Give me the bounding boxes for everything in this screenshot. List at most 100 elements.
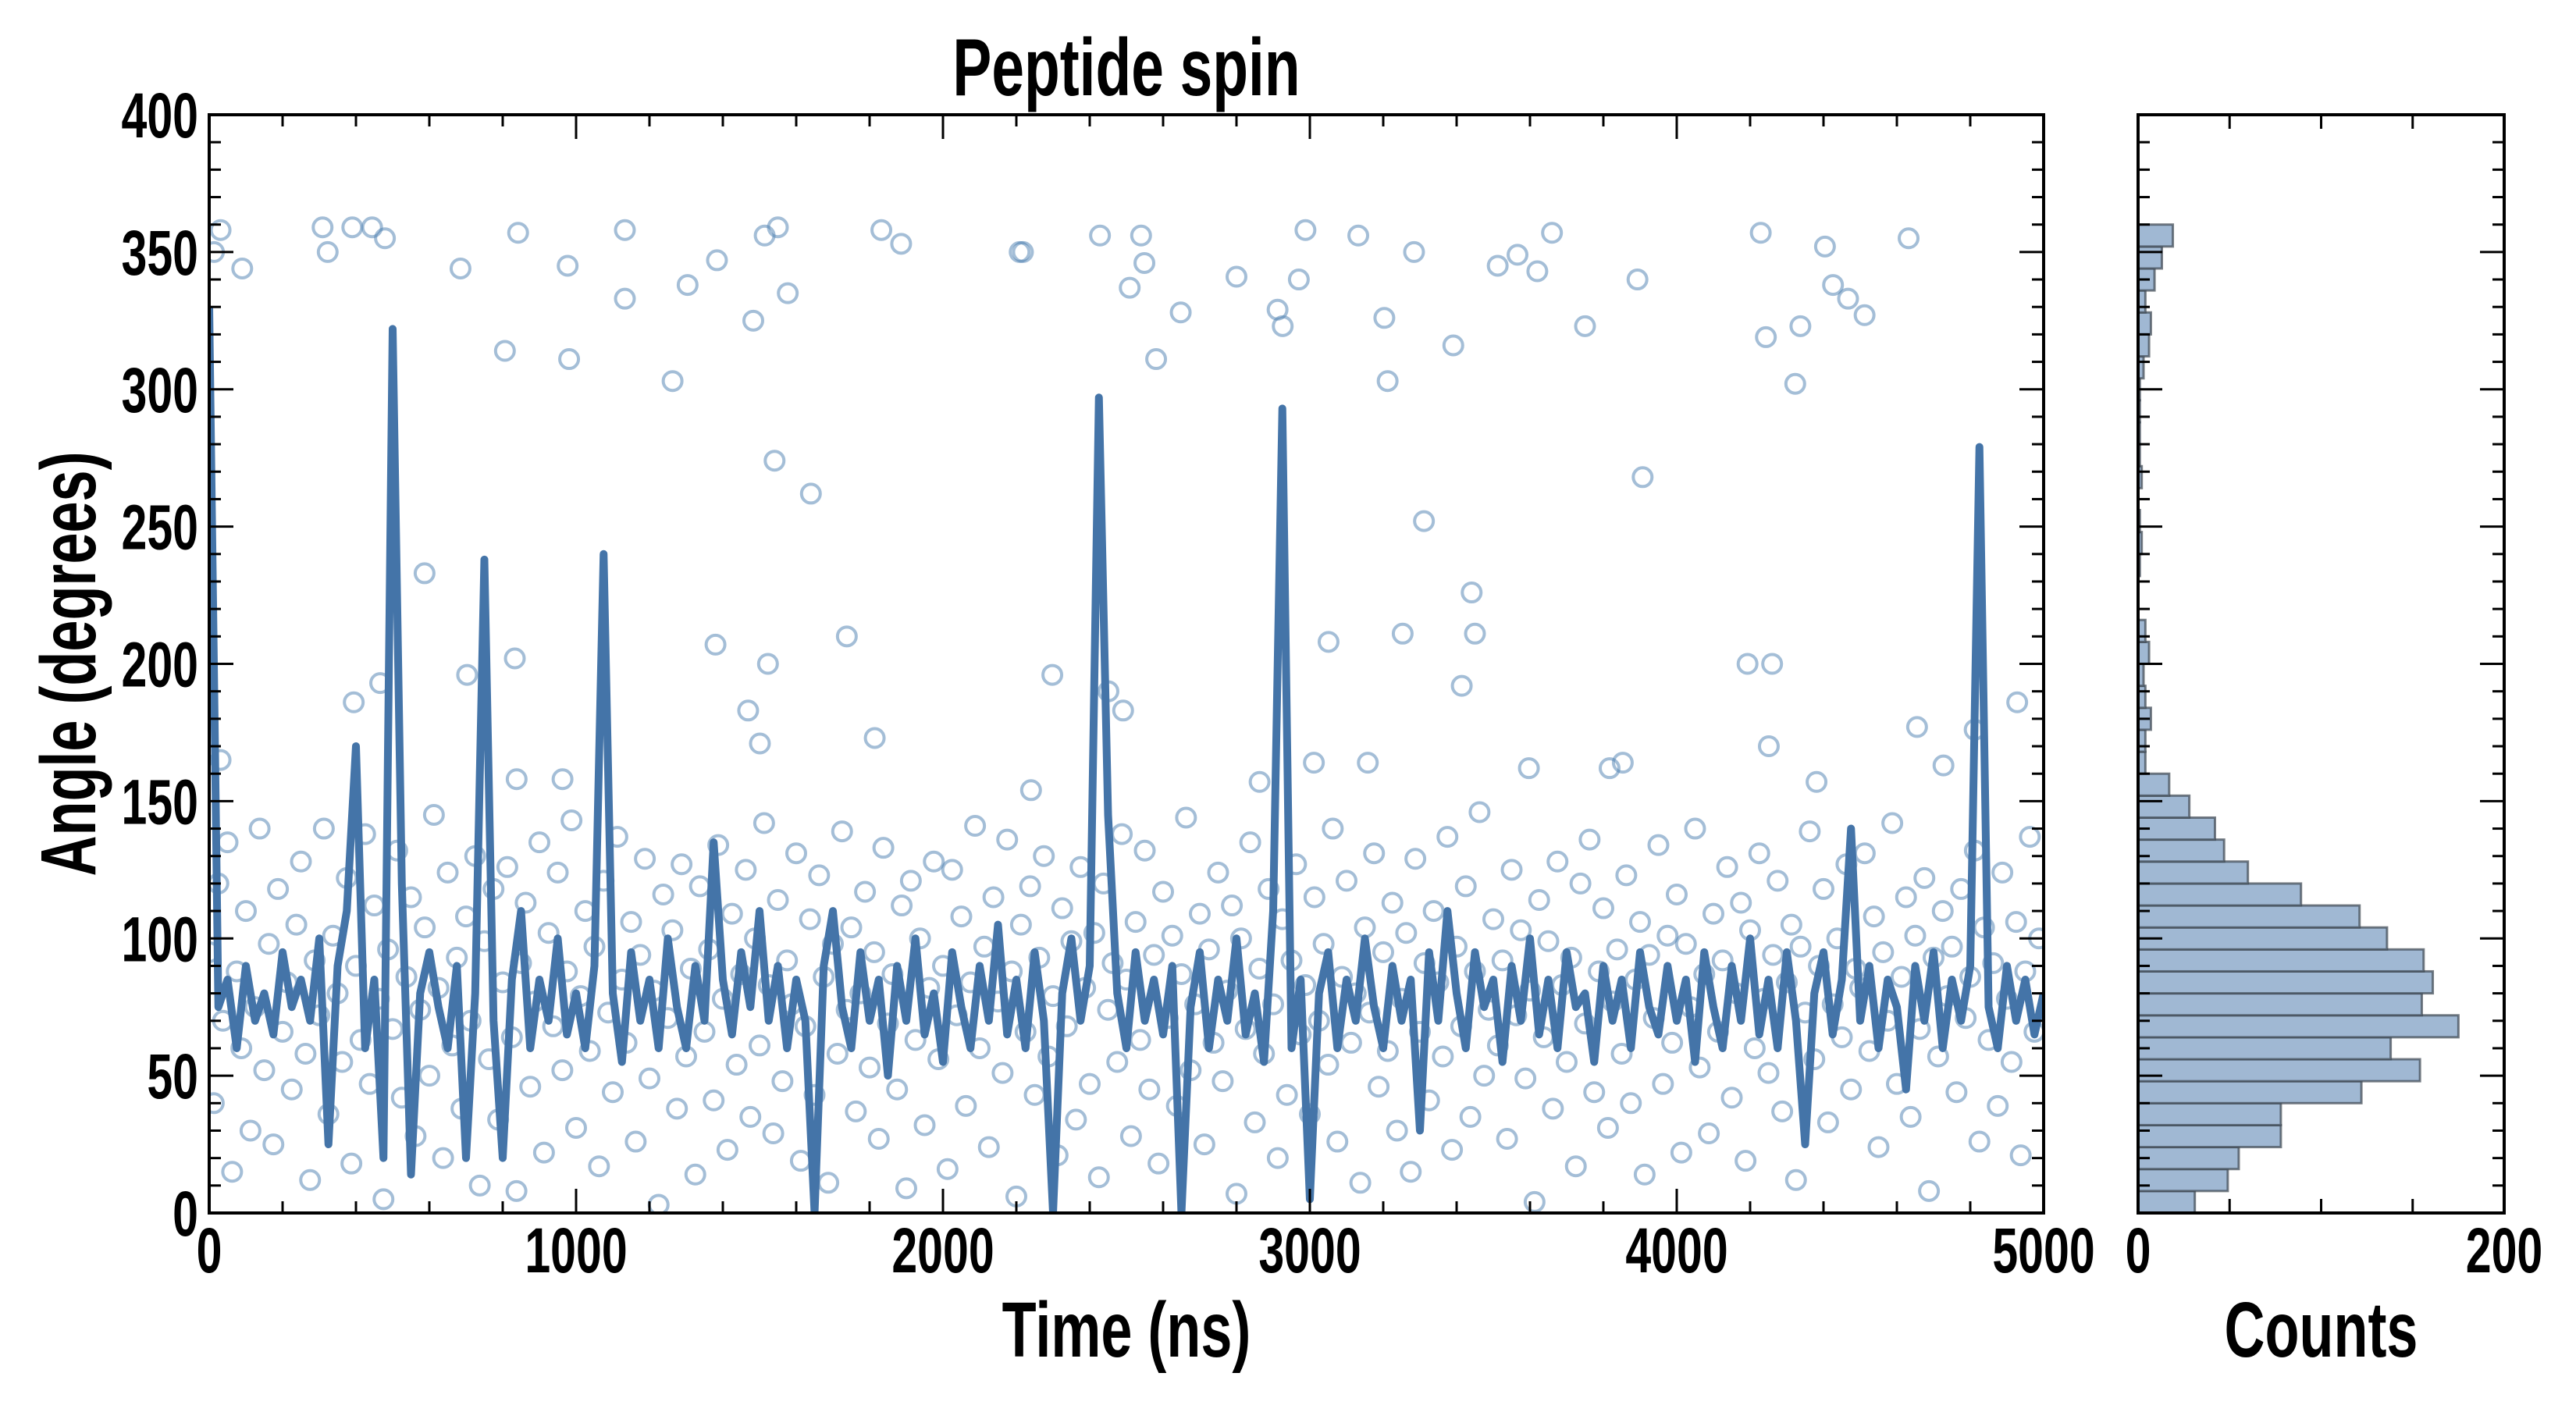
scatter-point <box>1507 244 1529 266</box>
scatter-point <box>1711 949 1734 972</box>
scatter-point <box>1221 895 1244 917</box>
scatter-point <box>666 1097 688 1120</box>
scatter-point <box>1596 1116 1619 1139</box>
scatter-point <box>1432 1045 1454 1068</box>
scatter-point <box>1079 1072 1101 1095</box>
scatter-point <box>716 1139 738 1161</box>
histogram-bar <box>2137 1168 2229 1193</box>
scatter-point <box>1941 935 1963 958</box>
scatter-point <box>1119 1125 1142 1147</box>
histogram-bar <box>2137 1123 2282 1149</box>
histogram-bar <box>2137 969 2435 995</box>
scatter-point <box>1395 922 1418 944</box>
scatter-point <box>2000 1051 2023 1073</box>
scatter-point <box>840 916 863 939</box>
scatter-point <box>1537 930 1560 952</box>
scatter-point <box>1611 752 1634 774</box>
scatter-point <box>1317 631 1340 653</box>
scatter-point <box>749 1034 770 1057</box>
scatter-point <box>1904 924 1927 947</box>
y-axis-label: Angle (degrees) <box>25 451 112 876</box>
scatter-point <box>551 1059 574 1082</box>
scatter-point <box>684 1163 706 1186</box>
scatter-point <box>996 828 1019 851</box>
scatter-point <box>1294 974 1317 997</box>
scatter-point <box>886 1078 909 1101</box>
scatter-point <box>1386 1119 1408 1142</box>
scatter-point <box>1422 900 1445 923</box>
scatter-point <box>1761 653 1784 675</box>
scatter-point <box>235 900 257 923</box>
scatter-point <box>771 1070 794 1093</box>
histogram-bar <box>2137 333 2151 358</box>
chart-title: Peptide spin <box>952 23 1300 113</box>
smoothed-angle-line <box>209 307 2044 1213</box>
scatter-point <box>1357 752 1379 774</box>
scatter-point <box>1403 240 1425 263</box>
scatter-point <box>1968 1130 1991 1153</box>
histogram-axes-frame <box>2137 113 2506 1215</box>
histogram-bar <box>2137 1014 2460 1039</box>
scatter-point <box>1065 1108 1087 1131</box>
scatter-point <box>950 905 973 928</box>
axis-ticks <box>208 113 2506 1215</box>
scatter-point <box>1867 1136 1890 1158</box>
y-tick-label: 350 <box>121 217 198 289</box>
y-tick-label: 0 <box>173 1179 198 1250</box>
y-tick-label: 300 <box>121 354 198 426</box>
scatter-point <box>854 880 877 903</box>
scatter-point <box>1294 219 1317 241</box>
scatter-point <box>895 1177 917 1200</box>
scatter-point <box>1381 891 1404 914</box>
scatter-point <box>1991 861 2014 884</box>
scatter-point <box>1303 752 1325 774</box>
histogram-bar <box>2137 904 2361 929</box>
scatter-point <box>588 1155 610 1178</box>
histogram-bar <box>2137 1146 2240 1171</box>
scatter-point <box>620 911 642 934</box>
scatter-point <box>1266 1147 1289 1169</box>
scatter-point <box>1019 779 1042 802</box>
scatter-point <box>1510 919 1532 941</box>
scatter-point <box>1130 224 1152 247</box>
scatter-point <box>258 933 280 955</box>
scatter-point <box>1631 466 1654 489</box>
scatter-point <box>1143 944 1165 966</box>
histogram-bar <box>2137 794 2191 819</box>
histogram-bar <box>2137 948 2425 973</box>
scatter-point <box>1987 1094 2009 1117</box>
scatter-point <box>1347 224 1370 247</box>
scatter-point <box>1730 891 1752 914</box>
scatter-point <box>558 348 581 371</box>
scatter-point <box>767 889 789 912</box>
scatter-point <box>703 1089 725 1112</box>
scatter-point <box>1459 1105 1482 1128</box>
scatter-point <box>763 450 786 472</box>
scatter-point <box>1905 716 1928 738</box>
scatter-point <box>1684 817 1706 840</box>
scatter-point <box>671 853 693 876</box>
scatter-point <box>1598 757 1621 780</box>
scatter-point <box>1189 902 1211 925</box>
x-tick-label: 3000 <box>1258 1215 1361 1287</box>
scatter-point <box>964 815 987 838</box>
scatter-point <box>776 949 799 972</box>
scatter-point <box>1161 924 1183 947</box>
scatter-point <box>1767 870 1789 892</box>
scatter-point <box>863 941 885 963</box>
scatter-point <box>1913 866 1936 889</box>
histogram-bar <box>2137 245 2163 270</box>
scatter-point <box>493 340 516 362</box>
scatter-point <box>614 287 636 310</box>
scatter-point <box>1757 735 1780 758</box>
scatter-point <box>1822 274 1845 297</box>
scatter-point <box>311 216 334 239</box>
scatter-point <box>560 809 583 831</box>
scatter-point <box>614 219 636 241</box>
scatter-point <box>239 1119 262 1142</box>
scatter-point <box>1541 222 1564 244</box>
scatter-point <box>1661 1031 1684 1054</box>
scatter-point <box>1853 304 1876 326</box>
scatter-point <box>1226 265 1247 288</box>
scatter-point <box>1496 1128 1518 1151</box>
